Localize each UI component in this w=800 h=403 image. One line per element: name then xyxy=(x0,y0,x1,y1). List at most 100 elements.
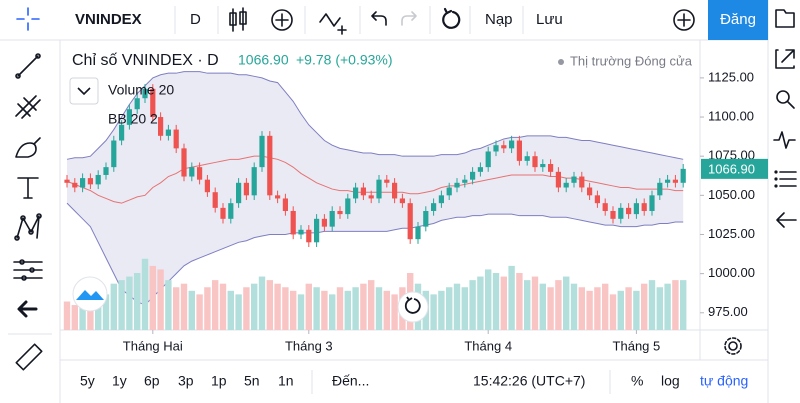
volume-bar xyxy=(602,283,609,330)
y-tick-label: 1125.00 xyxy=(708,69,754,84)
candle-body xyxy=(633,203,639,215)
back-arrow[interactable] xyxy=(17,300,38,318)
volume-bar xyxy=(352,287,359,330)
candle-body xyxy=(384,179,390,183)
candle-body xyxy=(212,192,218,208)
publish-button[interactable] xyxy=(708,0,768,40)
add-button[interactable] xyxy=(673,9,695,31)
volume-bar xyxy=(305,283,312,330)
candle-body xyxy=(392,182,398,199)
range-button[interactable]: 1n xyxy=(278,373,294,389)
add-indicator-button[interactable] xyxy=(271,9,293,31)
indicator-label[interactable]: BB 20 2 xyxy=(108,111,158,127)
save-button[interactable]: Lưu xyxy=(536,11,563,28)
log-toggle[interactable]: log xyxy=(661,373,680,389)
publish-label[interactable]: Đăng xyxy=(720,11,756,28)
range-button[interactable]: 1p xyxy=(211,373,227,389)
undo-button[interactable] xyxy=(371,11,387,26)
volume-bar xyxy=(63,301,71,330)
volume-bar xyxy=(344,290,351,330)
volume-bar xyxy=(516,273,523,330)
range-button[interactable]: 3p xyxy=(178,373,194,389)
volume-bar xyxy=(71,305,78,330)
volume-bar xyxy=(617,290,624,330)
clock[interactable]: 15:42:26 (UTC+7) xyxy=(473,373,585,389)
candle-body xyxy=(345,198,351,215)
redo-button[interactable] xyxy=(401,11,417,26)
text-tool[interactable] xyxy=(17,177,39,199)
volume-bar xyxy=(110,283,117,330)
candle-body xyxy=(477,167,483,172)
volume-bar xyxy=(258,276,266,330)
interval[interactable]: D xyxy=(190,11,201,28)
candle-body xyxy=(509,140,515,149)
volume-bar xyxy=(461,287,468,330)
candle-body xyxy=(665,179,671,183)
prediction-tool[interactable] xyxy=(13,259,43,281)
trend-line-tool[interactable] xyxy=(15,53,41,79)
range-button[interactable]: 5y xyxy=(80,373,95,389)
bollinger-upper xyxy=(66,71,684,160)
volume-bar xyxy=(87,308,94,330)
volume-bar xyxy=(165,280,172,330)
volume-bar xyxy=(625,287,632,330)
load-button[interactable]: Nạp xyxy=(485,11,513,28)
volume-bar xyxy=(329,294,336,330)
candle-body xyxy=(306,229,312,243)
candle-body xyxy=(134,98,140,110)
volume-bar xyxy=(383,290,390,330)
pulse-icon[interactable] xyxy=(773,131,796,149)
candle-body xyxy=(111,140,117,168)
volume-bar xyxy=(485,269,492,330)
x-tick-label: Tháng Hai xyxy=(123,338,183,353)
collapse-icon[interactable] xyxy=(776,212,797,228)
volume-bar xyxy=(157,269,164,330)
popout-icon[interactable] xyxy=(775,49,795,69)
volume-bar xyxy=(492,273,500,330)
goto-button[interactable]: Đến... xyxy=(332,373,369,389)
volume-bar xyxy=(368,280,375,330)
candle-body xyxy=(618,207,624,219)
settings-button[interactable] xyxy=(724,337,742,355)
right-sidebar xyxy=(773,9,797,228)
search-icon[interactable] xyxy=(776,90,795,109)
compare-button[interactable] xyxy=(319,13,347,35)
candle-body xyxy=(243,182,249,196)
list-icon[interactable] xyxy=(774,170,797,188)
logo-button[interactable] xyxy=(72,276,108,312)
volume-bar xyxy=(196,294,203,330)
range-button[interactable]: 1y xyxy=(112,373,127,389)
range-button[interactable]: 6p xyxy=(144,373,160,389)
volume-bar xyxy=(578,287,585,330)
candle-body xyxy=(103,167,109,175)
chart-style-button[interactable] xyxy=(229,7,247,32)
brush-tool[interactable] xyxy=(15,137,41,158)
fib-tool[interactable] xyxy=(15,95,41,119)
volume-bar xyxy=(134,273,141,330)
y-tick-label: 1025.00 xyxy=(708,226,755,241)
volume-bar xyxy=(79,302,86,330)
reload-button[interactable] xyxy=(442,7,461,29)
reset-button[interactable] xyxy=(397,291,429,323)
crosshair-tool[interactable] xyxy=(16,7,40,31)
pattern-tool[interactable] xyxy=(14,213,42,241)
chevron[interactable] xyxy=(77,87,91,96)
range-button[interactable]: 5n xyxy=(244,373,260,389)
ruler-tool[interactable] xyxy=(15,343,43,371)
candle-body xyxy=(587,187,593,196)
candle-body xyxy=(423,210,429,227)
volume-bar xyxy=(212,280,219,330)
watchlist-icon[interactable] xyxy=(775,9,795,28)
indicator-label[interactable]: Volume 20 xyxy=(108,82,174,98)
candle-body xyxy=(415,226,421,240)
auto-toggle[interactable]: tự động xyxy=(700,373,748,389)
status-dot xyxy=(558,59,564,65)
symbol[interactable]: VNINDEX xyxy=(75,11,142,28)
percent-toggle[interactable]: % xyxy=(631,373,643,389)
volume-bar xyxy=(251,283,258,330)
x-tick-label: Tháng 3 xyxy=(285,338,333,353)
volume-bar xyxy=(524,280,531,330)
legend-toggle[interactable] xyxy=(69,77,99,105)
volume-bar xyxy=(500,276,507,330)
volume-bar xyxy=(656,287,663,330)
